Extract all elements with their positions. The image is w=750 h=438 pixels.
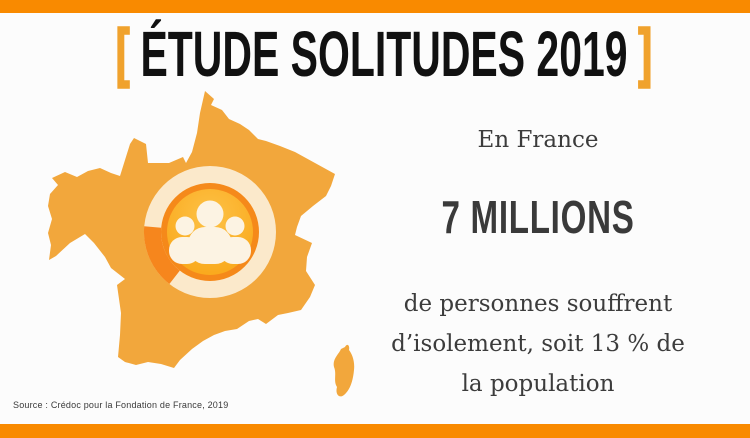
people-group-icon — [169, 200, 251, 264]
stat-ring-wedge — [143, 226, 180, 284]
stat-description-line-1: de personnes souffrent — [403, 291, 673, 317]
title-text: ÉTUDE SOLITUDES 2019 — [140, 18, 628, 90]
page-title: [ ÉTUDE SOLITUDES 2019 ] — [115, 19, 653, 86]
stat-description-line-2: d’isolement, soit 13 % de — [391, 331, 685, 357]
bottom-accent-bar — [0, 424, 750, 438]
source-note: Source : Crédoc pour la Fondation de Fra… — [13, 400, 229, 410]
map-container — [48, 91, 363, 418]
stat-description-line-3: la population — [461, 371, 615, 397]
stat-headline: 7 MILLIONS — [441, 191, 635, 243]
stat-intro: En France — [477, 127, 599, 153]
top-accent-bar — [0, 0, 750, 13]
france-map — [48, 91, 355, 397]
corsica-shape — [333, 344, 355, 397]
title-bracket-left: [ — [115, 16, 130, 88]
stat-description: de personnes souffrent d’isolement, soit… — [368, 284, 708, 404]
stats-panel: En France 7 MILLIONS de personnes souffr… — [368, 0, 708, 438]
title-bracket-right: ] — [638, 16, 653, 88]
isolation-stat-icon — [143, 166, 276, 298]
